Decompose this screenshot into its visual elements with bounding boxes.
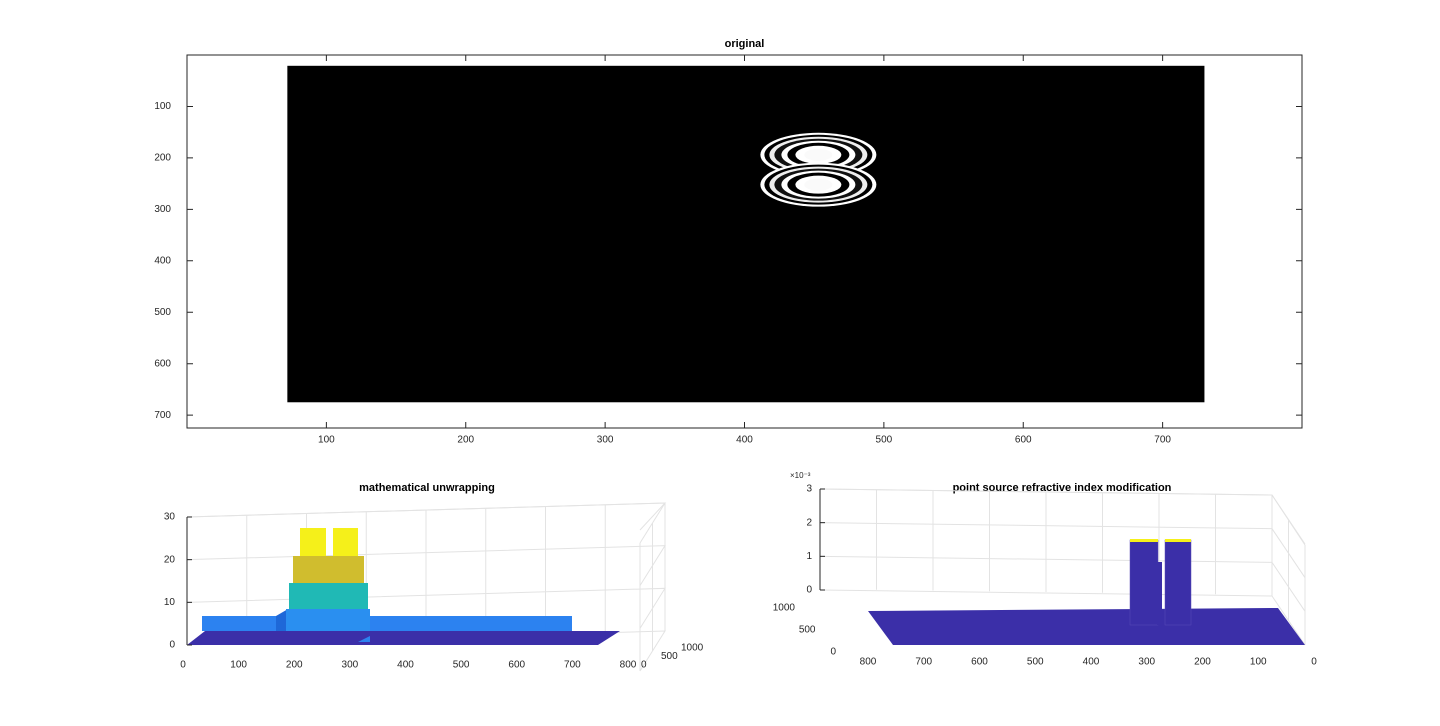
z-tick-label: 20: [164, 554, 176, 565]
surface-plane: [202, 616, 572, 631]
x-tick-label: 200: [457, 435, 474, 446]
y-tick-label: 1000: [773, 603, 796, 614]
y-tick-label: 1000: [681, 643, 704, 654]
x-tick-label: 400: [397, 660, 414, 671]
x-tick-label: 600: [1015, 435, 1032, 446]
surface-peak-top: [1130, 539, 1158, 542]
z-tick-label: 10: [164, 597, 176, 608]
z-tick-label: 1: [806, 551, 812, 562]
y-tick-label: 100: [154, 101, 171, 112]
ring: [804, 178, 833, 191]
x-tick-label: 300: [597, 435, 614, 446]
image: [287, 65, 1205, 403]
x-tick-label: 100: [318, 435, 335, 446]
fringe-rings: [760, 162, 877, 207]
fringe-rings: [760, 132, 877, 177]
y-tick-label: 0: [641, 660, 647, 671]
y-tick-label: 500: [799, 625, 816, 636]
x-tick-label: 500: [453, 660, 470, 671]
x-tick-label: 0: [1311, 657, 1317, 668]
x-tick-label: 700: [915, 657, 932, 668]
x-tick-label: 800: [860, 657, 877, 668]
surface-peak: [1164, 539, 1192, 626]
x-tick-label: 700: [564, 660, 581, 671]
surface-base: [187, 631, 620, 645]
x-tick-label: 600: [508, 660, 525, 671]
x-tick-label: 100: [1250, 657, 1267, 668]
surface-base: [868, 608, 1305, 645]
x-tick-label: 100: [230, 660, 247, 671]
surface-level: [293, 556, 364, 583]
ring: [804, 148, 833, 161]
chart-title: mathematical unwrapping: [359, 482, 495, 494]
z-tick-label: 3: [806, 484, 812, 495]
y-tick-label: 400: [154, 255, 171, 266]
surface-peak: [1129, 539, 1159, 626]
surface-level: [289, 583, 368, 609]
surface-plane: [276, 609, 288, 631]
x-tick-label: 400: [1083, 657, 1100, 668]
x-tick-label: 800: [620, 660, 637, 671]
axes-box: [186, 502, 667, 631]
z-tick-label: 0: [169, 640, 175, 651]
x-tick-label: 600: [971, 657, 988, 668]
surface-refractive: [868, 539, 1305, 645]
x-tick-label: 200: [286, 660, 303, 671]
surface-base: [358, 636, 370, 642]
x-tick-label: 300: [342, 660, 359, 671]
y-tick-label: 500: [661, 651, 678, 662]
x-tick-label: 700: [1154, 435, 1171, 446]
x-tick-label: 500: [876, 435, 893, 446]
chart-title: original: [725, 38, 765, 50]
surface-level: [300, 528, 326, 556]
y-tick-label: 200: [154, 153, 171, 164]
z-tick-label: 30: [164, 512, 176, 523]
y-tick-label: 500: [154, 307, 171, 318]
x-tick-label: 200: [1194, 657, 1211, 668]
surface-peak: [1157, 562, 1162, 625]
x-tick-label: 400: [736, 435, 753, 446]
axes-box: [819, 488, 1306, 596]
x-tick-label: 300: [1138, 657, 1155, 668]
y-tick-label: 300: [154, 204, 171, 215]
x-tick-label: 0: [180, 660, 186, 671]
y-tick-label: 600: [154, 358, 171, 369]
z-tick-label: 0: [806, 585, 812, 596]
chart-title: point source refractive index modificati…: [953, 482, 1172, 494]
y-tick-label: 0: [830, 647, 836, 658]
x-tick-label: 500: [1027, 657, 1044, 668]
z-exponent: ×10⁻³: [790, 471, 811, 480]
surface-level: [286, 609, 370, 631]
surface-level: [333, 528, 358, 556]
surface-peak-top: [1165, 539, 1191, 542]
y-tick-label: 700: [154, 410, 171, 421]
z-tick-label: 2: [806, 517, 812, 528]
surface-unwrapping: [187, 528, 620, 645]
